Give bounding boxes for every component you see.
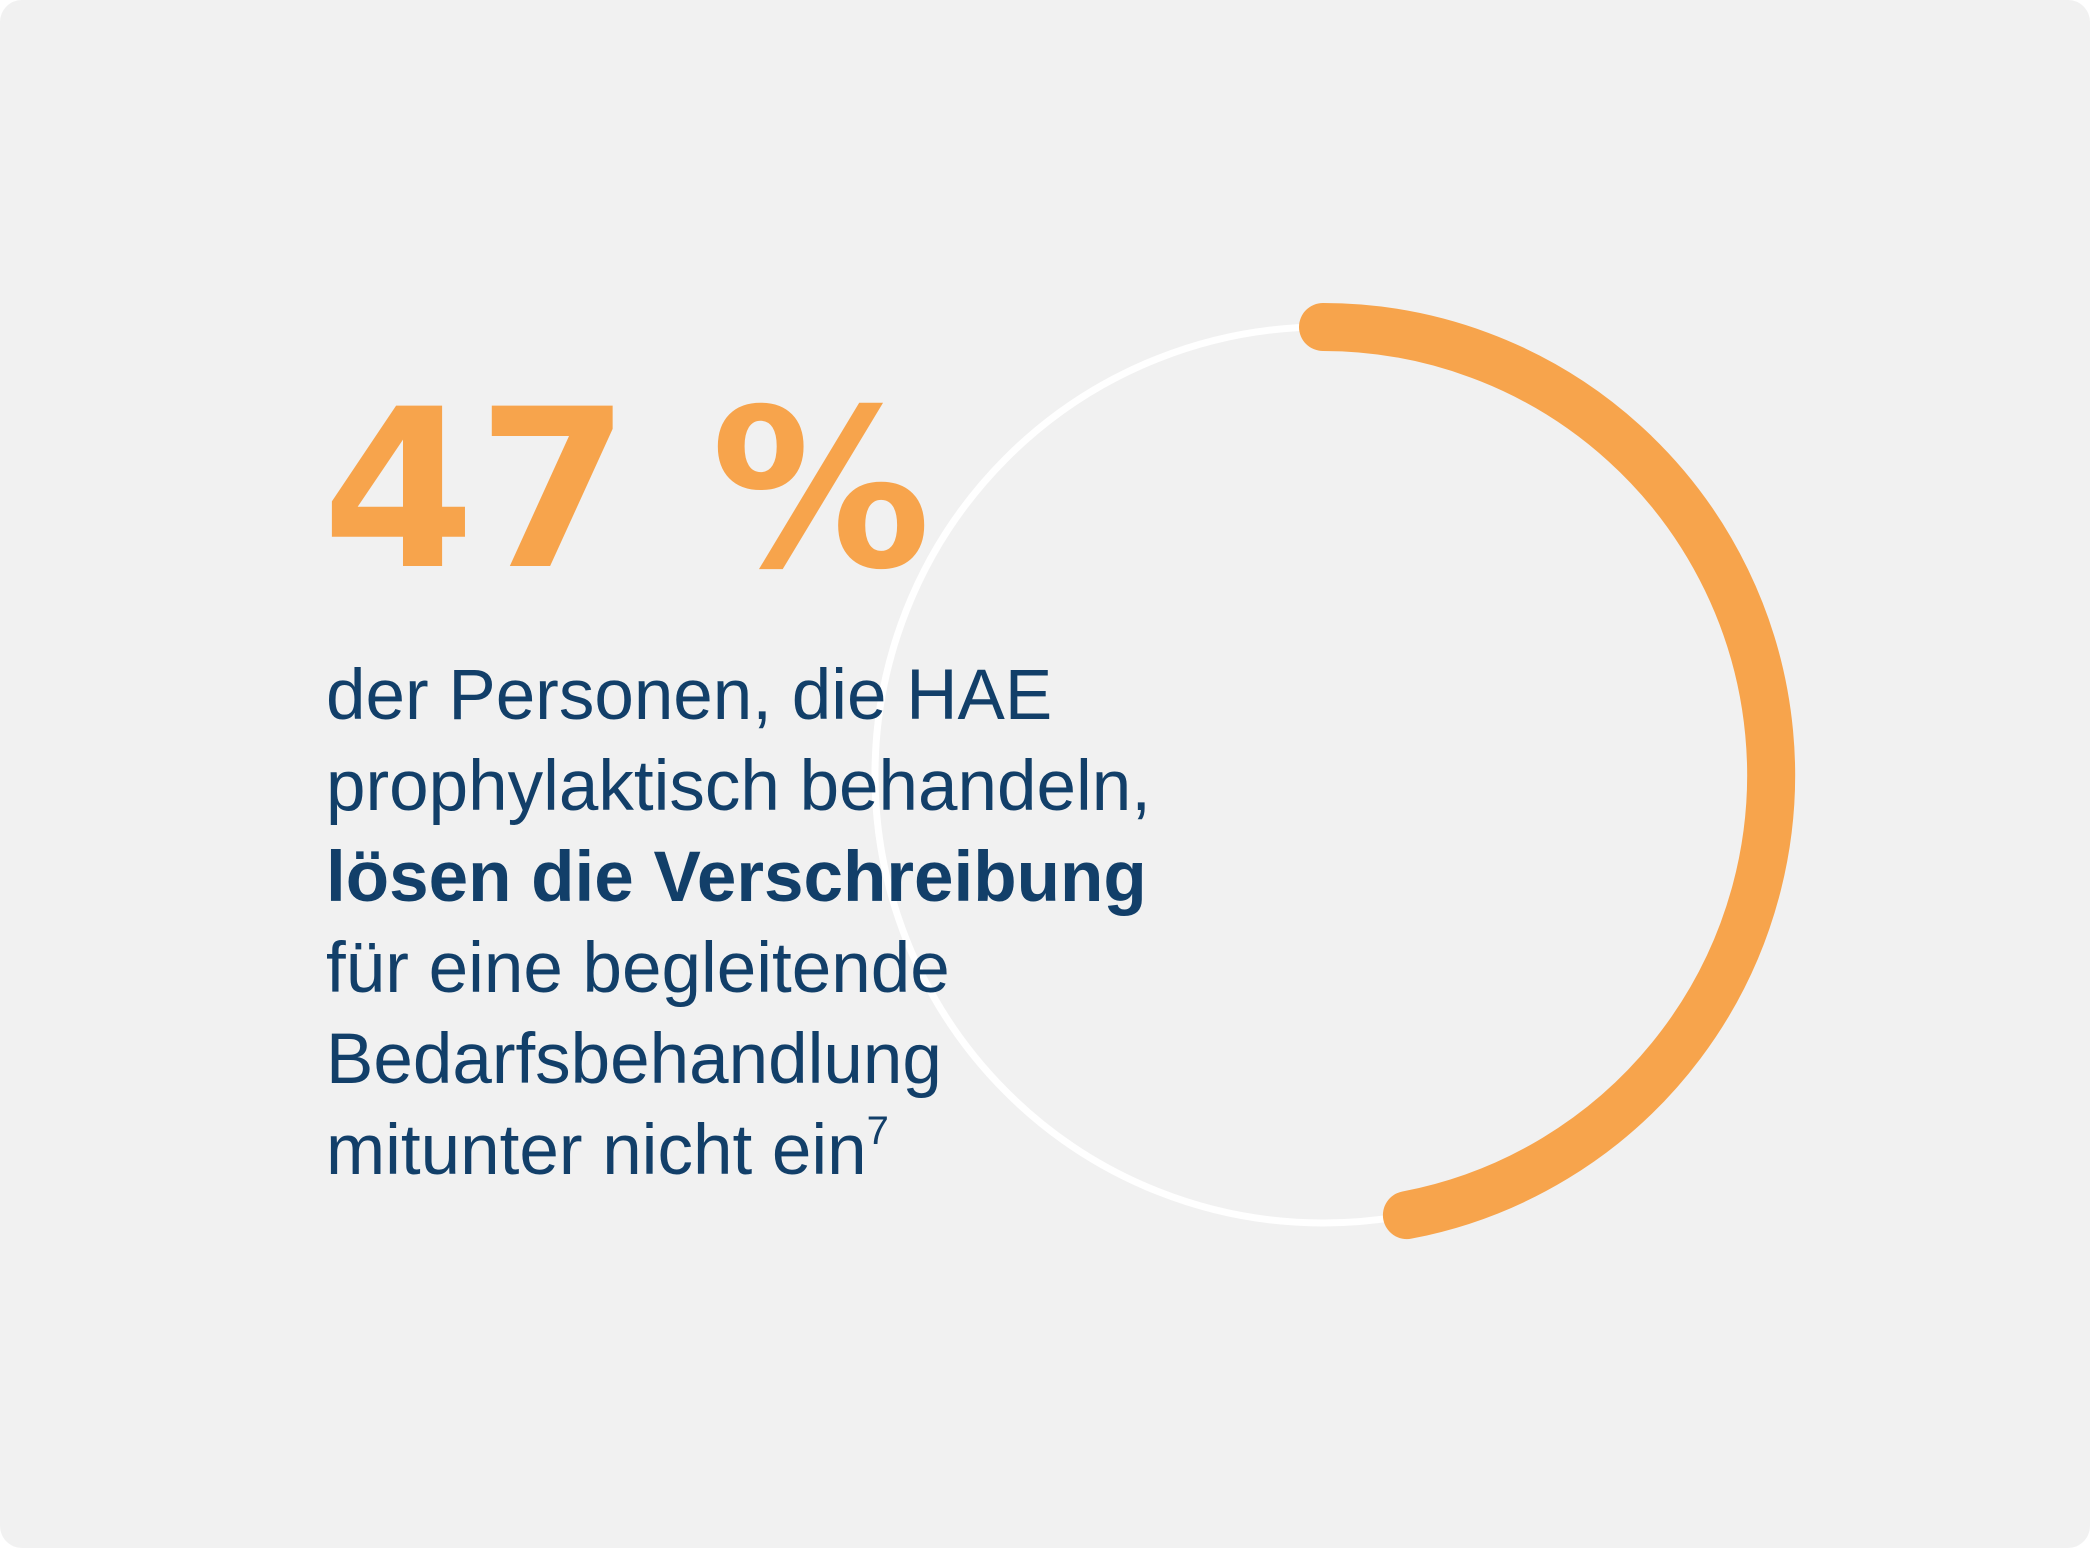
description-line-6-text: mitunter nicht ein [326,1111,867,1190]
progress-ring-arc [1299,303,1796,1240]
footnote-marker: 7 [866,1109,889,1153]
description-line-5: Bedarfsbehandlung [326,1020,942,1099]
description-line-3-emphasis: lösen die Verschreibung [326,838,1147,917]
stat-description: der Personen, die HAE prophylaktisch beh… [326,650,1151,1196]
percentage-stat: 47 % [322,362,934,618]
description-line-4: für eine begleitende [326,929,950,1008]
description-line-6: mitunter nicht ein7 [326,1105,1151,1196]
description-line-1: der Personen, die HAE [326,656,1053,735]
description-line-2: prophylaktisch behandeln, [326,747,1151,826]
